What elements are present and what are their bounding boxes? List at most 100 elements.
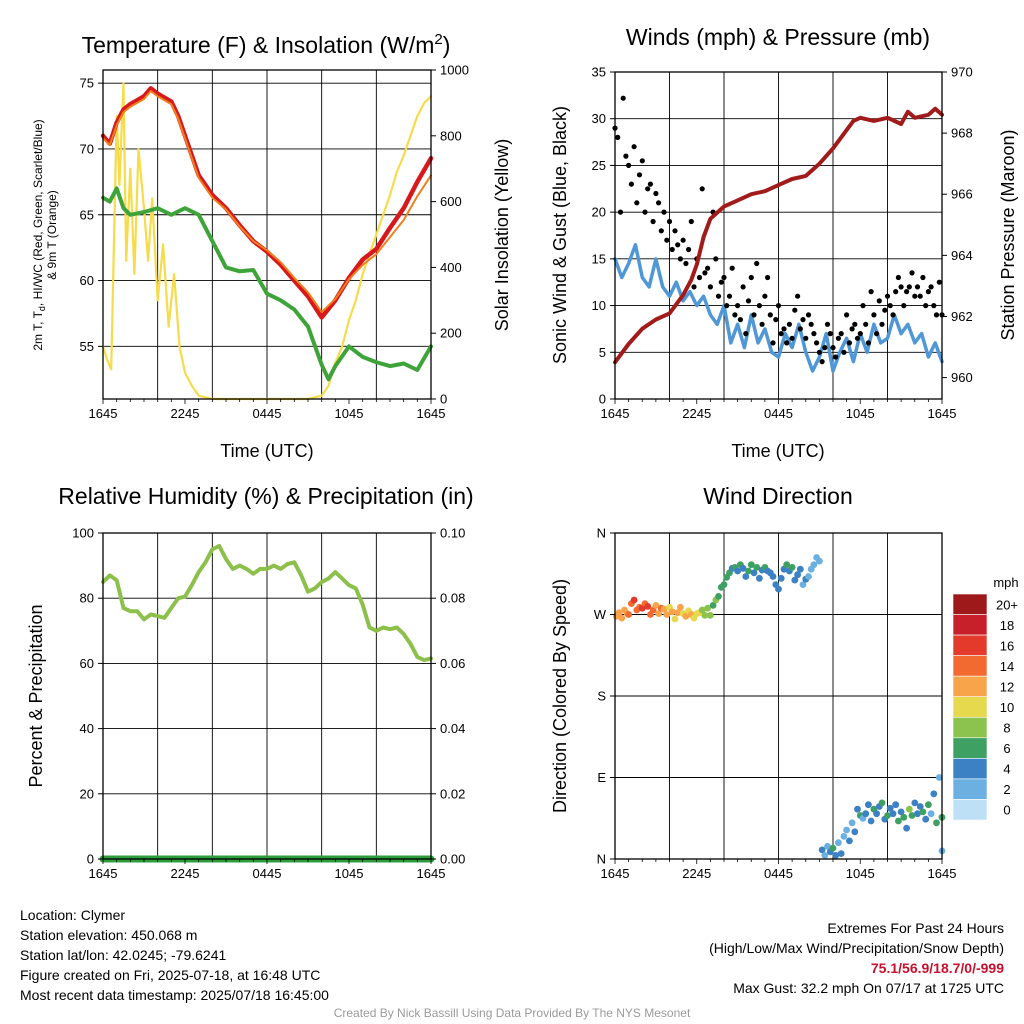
extremes-info: Extremes For Past 24 Hours (High/Low/Max… (709, 918, 1004, 998)
dir-point (756, 574, 763, 582)
figure-created: Figure created on Fri, 2025-07-18, at 16… (20, 967, 321, 983)
wind-gust-point (705, 265, 711, 271)
wind-gust-point (737, 317, 744, 323)
rh-y2tick-label: 0.10 (440, 526, 465, 541)
dir-point (799, 581, 807, 588)
dir-point (783, 561, 791, 569)
wind-ytick-label: 30 (592, 111, 606, 126)
wind-gust-point (726, 293, 733, 299)
wind-gust-point (615, 134, 621, 140)
colorbar-swatch (952, 716, 988, 739)
wind-gust-point (789, 335, 795, 341)
dir-point (837, 850, 845, 857)
dir-point (922, 815, 930, 823)
temp-ticks: 55 60 65 70 75 0 200 400 600 800 1000 1645 2245 0445 1… (80, 63, 469, 422)
temp-series-temp_9m (102, 90, 432, 314)
colorbar-swatch (952, 655, 988, 677)
colorbar-swatch (952, 593, 988, 615)
dir-point (788, 564, 796, 571)
temp-ylabel-right: Solar Insolation (Yellow) (492, 139, 512, 331)
colorbar-swatch (952, 778, 988, 800)
wind-gust-point (895, 274, 902, 281)
dir-frame (614, 532, 943, 860)
rh-xtick-label: 1645 (417, 866, 446, 881)
dir-point (698, 606, 706, 614)
rh-xtick-label: 0445 (253, 866, 282, 881)
rh-y2tick-label: 0.02 (440, 786, 465, 801)
wind-gust-point (898, 284, 904, 290)
wind-xtick-label: 0445 (764, 406, 793, 421)
wind-xtick-label: 1645 (601, 406, 630, 421)
wind-gust-point (786, 321, 793, 327)
wind-gust-point (781, 326, 787, 332)
wind-y2tick-label: 960 (951, 370, 973, 385)
rh-ytick-label: 0 (87, 852, 94, 867)
wind-gust-point (901, 303, 907, 309)
dir-point (897, 808, 905, 816)
wind-gust-point (732, 312, 738, 318)
wind-gust-point (874, 331, 880, 337)
dir-point (677, 603, 684, 611)
wind-gust-point (724, 303, 730, 309)
wind-gust-point (857, 331, 863, 337)
wind-xlabel: Time (UTC) (731, 441, 824, 461)
temp-y2tick-label: 400 (440, 260, 462, 275)
dir-point (747, 561, 755, 569)
wind-gust-point (925, 289, 932, 295)
dir-point (663, 611, 671, 618)
wind-lines (612, 95, 945, 373)
temp-grid (103, 70, 431, 399)
dir-point (742, 573, 750, 580)
wind-gust-point (884, 293, 891, 299)
temp-ytick-label: 60 (80, 273, 94, 288)
dir-point (777, 574, 785, 582)
dir-point (935, 774, 943, 781)
wind-ytick-label: 10 (592, 298, 606, 313)
dir-point (854, 805, 861, 813)
station-info: Location: Clymer Station elevation: 450.… (20, 905, 329, 1005)
dir-point (707, 612, 714, 619)
wind-gust-point (656, 200, 662, 206)
temp-xtick-label: 0445 (253, 406, 282, 421)
dir-xtick-label: 1645 (601, 866, 630, 881)
wind-gust-point (822, 345, 828, 351)
rh-xtick-label: 1045 (335, 866, 364, 881)
wind-gust-point (735, 303, 741, 309)
wind-gust-point (844, 312, 850, 318)
colorbar-swatch (952, 696, 988, 718)
dir-ytick-label: N (597, 852, 606, 867)
dir-point (886, 804, 894, 812)
wind-gust-point (715, 293, 722, 299)
wind-gust-point (636, 172, 643, 178)
wind-gust-point (672, 228, 678, 234)
dir-xtick-label: 1045 (846, 866, 875, 881)
dir-point (914, 810, 921, 818)
wind-panel: Winds (mph) & Pressure (mb) 0 5 10 15 20 25 30… (550, 24, 1018, 461)
wind-title: Winds (mph) & Pressure (mb) (626, 24, 930, 50)
colorbar-swatch (952, 634, 988, 656)
dir-point (821, 852, 829, 859)
dir-point (682, 612, 690, 620)
dir-point (903, 824, 910, 832)
dir-point (791, 576, 799, 584)
wind-gust-point (713, 256, 719, 262)
wind-gust-point (620, 95, 626, 101)
wind-ytick-label: 25 (592, 158, 606, 173)
dir-point (846, 837, 853, 845)
rh-series-rh (101, 544, 433, 663)
wind-gust-point (729, 265, 735, 271)
dir-point (715, 593, 722, 600)
extremes-fields: (High/Low/Max Wind/Precipitation/Snow De… (709, 940, 1004, 956)
dir-point (671, 615, 679, 623)
temp-xtick-label: 1645 (417, 406, 446, 421)
dir-point (750, 569, 758, 577)
colorbar-label: 2 (1003, 782, 1010, 797)
dir-ytick-label: E (597, 770, 606, 785)
wind-gust-point (721, 274, 727, 281)
wind-gust-point (800, 317, 806, 323)
wind-gust-point (707, 284, 714, 290)
wind-y2tick-label: 962 (951, 309, 973, 324)
wind-gust-point (688, 218, 694, 225)
